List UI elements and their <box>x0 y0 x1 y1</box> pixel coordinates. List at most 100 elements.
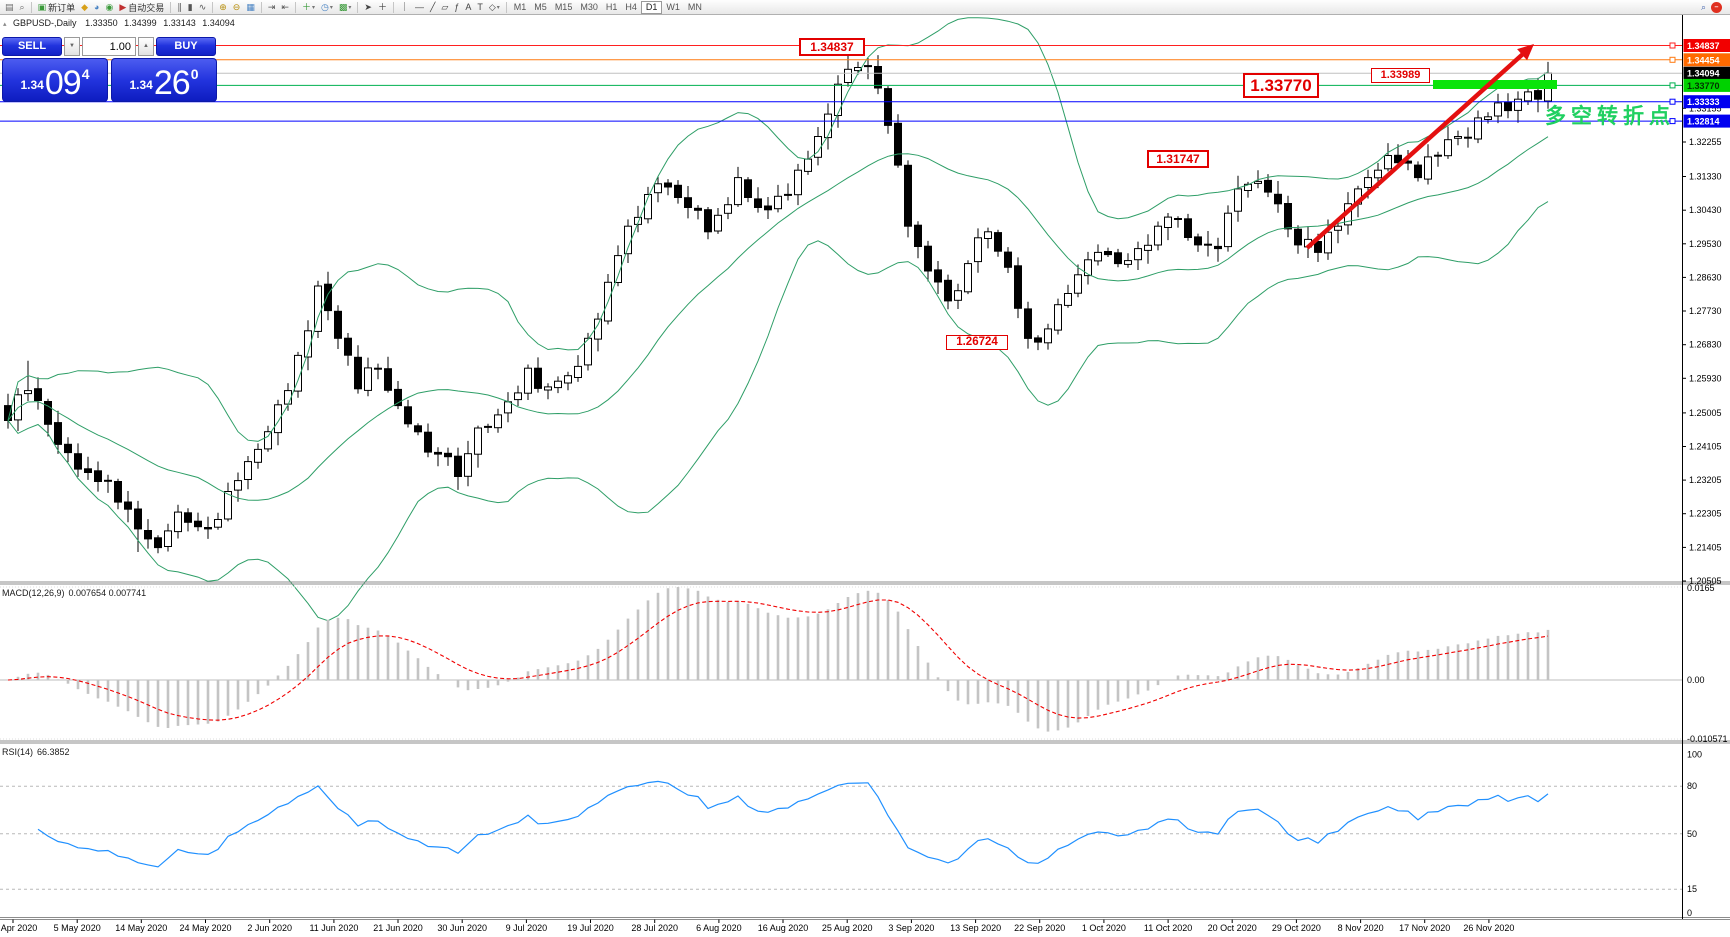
price-axis[interactable]: 1.33155 1.32255 1.31330 1.30430 1.29530 1.286… <box>1682 15 1730 919</box>
trendline-icon[interactable]: ╱ <box>429 1 436 12</box>
candlestick-chart-icon[interactable]: ▮ <box>187 1 193 12</box>
high-value: 1.34399 <box>124 18 157 28</box>
svg-text:8 Nov 2020: 8 Nov 2020 <box>1338 923 1384 933</box>
symbol-title: GBPUSD-,Daily <box>13 18 77 28</box>
toolbar: ▤ ⌕ ▣ 新订单 ◆ ◕ ◉ ▶ 自动交易 ∥ ▮ ∿ ⊕ ⊖ ▦ ⇥ ⇤ ＋ ▾ ◷ ▾ ▩ ▾ ➤ ＋ ｜ — ╱ ▱ ƒ A T ◇ ▾ M… <box>0 0 1730 15</box>
svg-text:1.24105: 1.24105 <box>1689 442 1722 452</box>
toolbar-separator <box>392 1 394 13</box>
new-chart-icon[interactable]: ▤ <box>5 1 14 12</box>
svg-text:1.22305: 1.22305 <box>1689 509 1722 519</box>
svg-text:1.28630: 1.28630 <box>1689 272 1722 282</box>
svg-text:1 Oct 2020: 1 Oct 2020 <box>1082 923 1126 933</box>
auto-scroll-icon[interactable]: ⇥ <box>267 1 276 12</box>
svg-text:0.0165: 0.0165 <box>1687 583 1715 593</box>
timeframe-button-MN[interactable]: MN <box>687 1 702 12</box>
buy-price-box[interactable]: 1.34 26 0 <box>111 58 217 102</box>
buy-price-sup: 0 <box>190 66 199 82</box>
sell-price-box[interactable]: 1.34 09 4 <box>2 58 108 102</box>
svg-text:15: 15 <box>1687 884 1697 894</box>
deposit-icon[interactable]: ◆ <box>81 1 89 12</box>
svg-text:22 Sep 2020: 22 Sep 2020 <box>1014 923 1065 933</box>
chart-shift-icon[interactable]: ⇤ <box>281 1 289 12</box>
channel-icon[interactable]: ▱ <box>441 1 449 12</box>
text-icon[interactable]: A <box>465 1 472 12</box>
sell-price-prefix: 1.34 <box>20 78 44 92</box>
community-icon[interactable]: ◕ <box>94 1 100 12</box>
fibonacci-icon[interactable]: ƒ <box>454 1 460 12</box>
autotrading-button[interactable]: ▶ 自动交易 <box>119 1 165 13</box>
vertical-line-icon[interactable]: ｜ <box>399 1 409 12</box>
bar-chart-icon[interactable]: ∥ <box>177 1 182 12</box>
tile-windows-icon[interactable]: ▦ <box>246 1 255 12</box>
zoom-out-icon[interactable]: ⊖ <box>232 1 241 12</box>
svg-text:1.25930: 1.25930 <box>1689 373 1722 383</box>
annotation-box-level-33989[interactable]: 1.33989 <box>1371 68 1430 83</box>
panel-separators <box>0 581 1730 920</box>
annotation-box-support[interactable]: 1.33770 <box>1243 73 1319 98</box>
svg-text:1.33333: 1.33333 <box>1687 97 1720 107</box>
macd-group <box>0 586 1682 740</box>
volume-input[interactable] <box>82 37 136 56</box>
svg-text:1.20505: 1.20505 <box>1689 576 1722 586</box>
svg-text:17 Nov 2020: 17 Nov 2020 <box>1399 923 1450 933</box>
one-click-trading-panel: SELL ▼ ▲ BUY 1.34 09 4 1.34 26 0 <box>2 37 217 102</box>
volume-decrease-button[interactable]: ▼ <box>64 37 80 56</box>
svg-text:30 Jun 2020: 30 Jun 2020 <box>437 923 487 933</box>
label-icon[interactable]: T <box>477 1 483 12</box>
sell-price-sup: 4 <box>81 66 90 82</box>
signals-icon[interactable]: ◉ <box>105 1 114 12</box>
svg-text:26 Apr 2020: 26 Apr 2020 <box>0 923 37 933</box>
annotation-shapes-group[interactable] <box>1305 44 1557 250</box>
svg-text:5 May 2020: 5 May 2020 <box>54 923 101 933</box>
svg-text:19 Jul 2020: 19 Jul 2020 <box>567 923 614 933</box>
timeframe-button-M5[interactable]: M5 <box>534 1 547 12</box>
annotation-box-level-31747[interactable]: 1.31747 <box>1147 150 1209 168</box>
line-chart-icon[interactable]: ∿ <box>198 1 207 12</box>
buy-button[interactable]: BUY <box>156 37 216 56</box>
timeframe-button-M15[interactable]: M15 <box>554 1 573 12</box>
svg-text:1.25005: 1.25005 <box>1689 408 1722 418</box>
notification-icon[interactable]: – <box>1711 1 1722 13</box>
toolbar-separator <box>294 1 296 13</box>
toolbar-separator <box>260 1 262 13</box>
annotation-note-text[interactable]: 多空转折点 <box>1545 105 1675 128</box>
horizontal-line-icon[interactable]: — <box>414 1 424 12</box>
new-order-button[interactable]: ▣ 新订单 <box>37 1 76 13</box>
rsi-group <box>0 780 1682 890</box>
periods-icon[interactable]: ◷ ▾ <box>320 1 333 12</box>
timeframe-button-D1[interactable]: D1 <box>640 0 663 14</box>
timeframe-button-M1[interactable]: M1 <box>513 1 527 12</box>
close-value: 1.34094 <box>202 18 235 28</box>
svg-text:24 May 2020: 24 May 2020 <box>179 923 231 933</box>
bollinger-group <box>7 17 1549 622</box>
timeframe-button-M30[interactable]: M30 <box>580 1 598 12</box>
zoom-in-icon[interactable]: ⊕ <box>219 1 227 12</box>
svg-text:-0.010571: -0.010571 <box>1687 734 1728 744</box>
profile-icon[interactable]: ⌕ <box>19 1 25 12</box>
timeframe-button-H4[interactable]: H4 <box>625 1 637 12</box>
volume-increase-button[interactable]: ▲ <box>138 37 154 56</box>
svg-text:1.31330: 1.31330 <box>1689 172 1722 182</box>
timeframe-button-H1[interactable]: H1 <box>605 1 618 12</box>
svg-text:1.32814: 1.32814 <box>1687 117 1720 127</box>
shapes-icon[interactable]: ◇ ▾ <box>488 1 500 12</box>
timeframe-button-W1[interactable]: W1 <box>666 1 680 12</box>
svg-text:11 Oct 2020: 11 Oct 2020 <box>1144 923 1192 933</box>
annotation-box-low-26724[interactable]: 1.26724 <box>946 335 1008 350</box>
svg-text:13 Sep 2020: 13 Sep 2020 <box>950 923 1001 933</box>
annotation-box-resistance[interactable]: 1.34837 <box>799 38 865 56</box>
svg-text:1.21405: 1.21405 <box>1689 542 1722 552</box>
svg-text:21 Jun 2020: 21 Jun 2020 <box>373 923 423 933</box>
search-icon[interactable]: ⌕ <box>1700 1 1706 12</box>
date-axis[interactable]: 26 Apr 2020 5 May 2020 14 May 2020 24 May 2… <box>0 919 1514 934</box>
templates-icon[interactable]: ▩ ▾ <box>338 1 352 12</box>
crosshair-icon[interactable]: ＋ <box>377 1 387 12</box>
indicators-icon[interactable]: ＋ ▾ <box>301 1 315 12</box>
macd-label: MACD(12,26,9) 0.007654 0.007741 <box>2 588 147 598</box>
toolbar-separator <box>212 1 214 13</box>
svg-text:14 May 2020: 14 May 2020 <box>115 923 167 933</box>
svg-text:1.33155: 1.33155 <box>1689 103 1722 113</box>
sell-button[interactable]: SELL <box>2 37 62 56</box>
cursor-icon[interactable]: ➤ <box>364 1 372 12</box>
